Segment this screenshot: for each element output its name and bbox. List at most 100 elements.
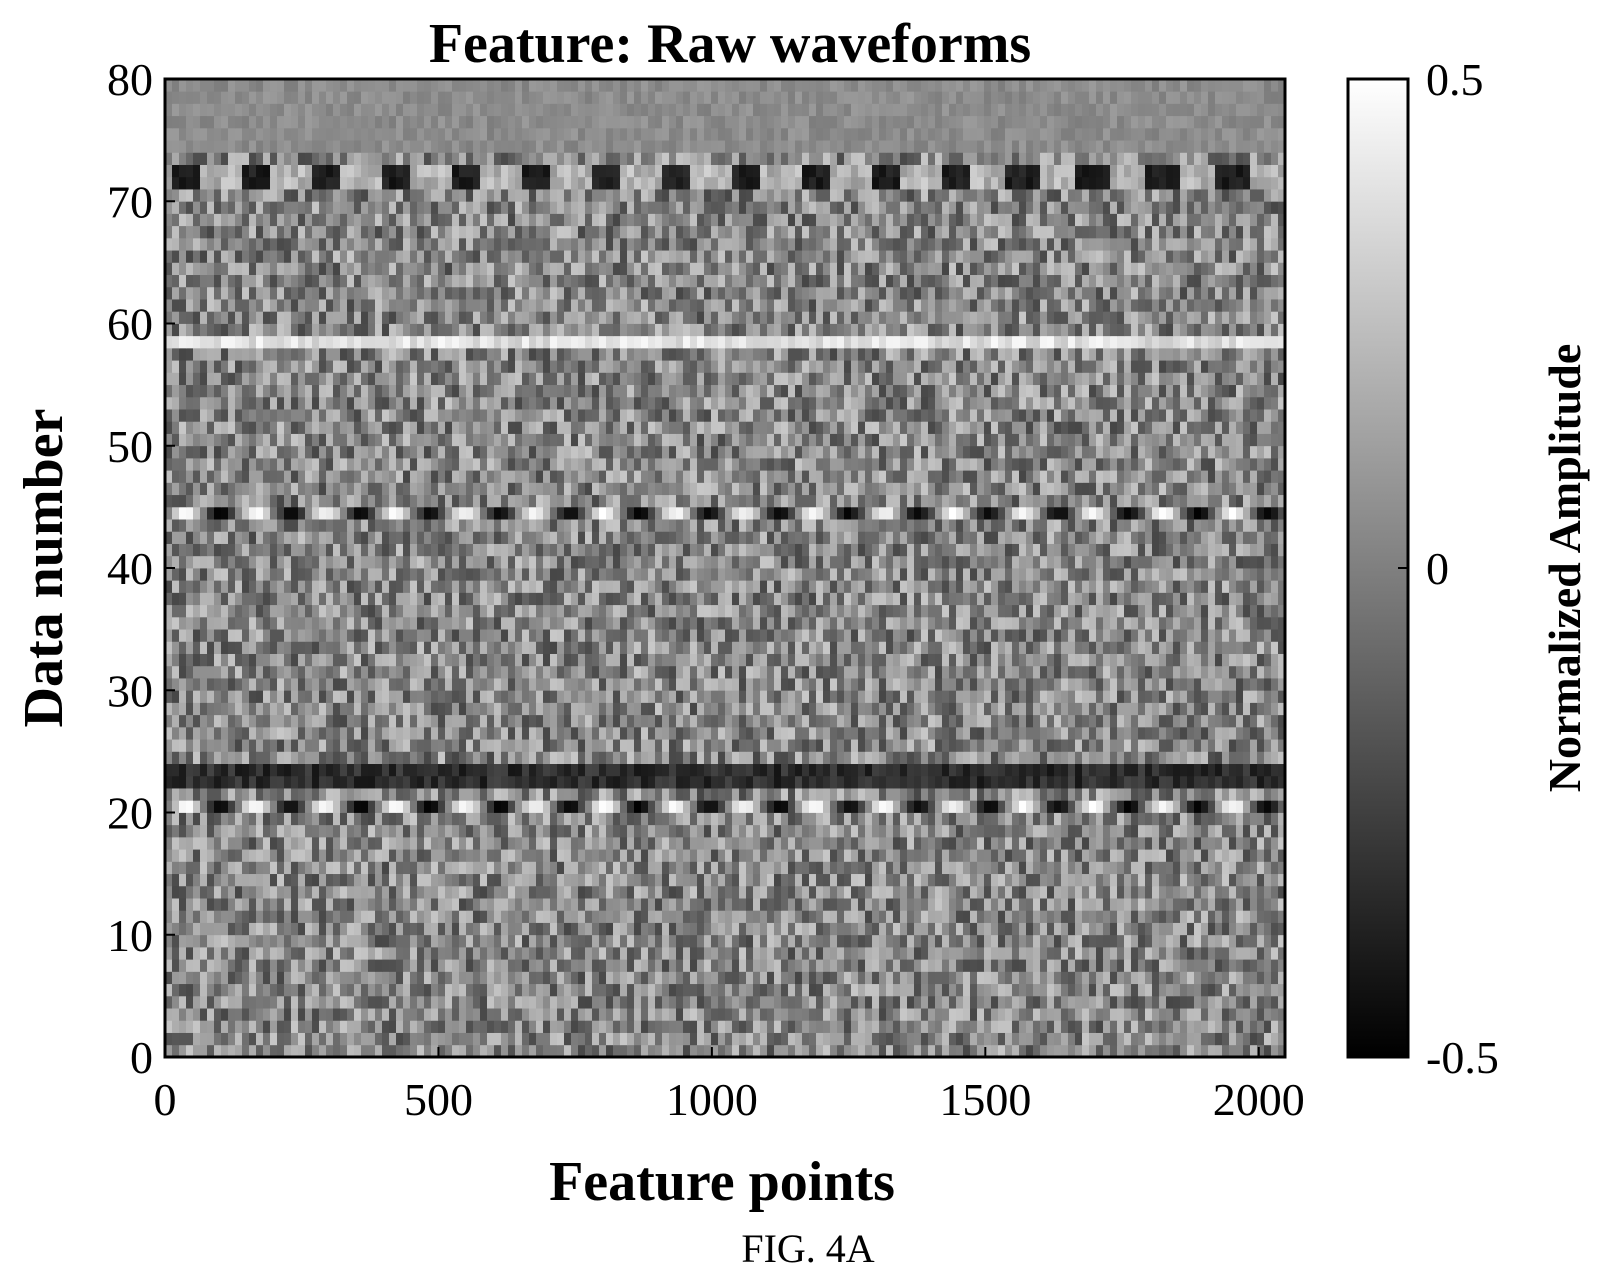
heatmap-cell <box>235 910 243 923</box>
heatmap-cell <box>1054 959 1062 972</box>
heatmap-cell <box>676 800 684 813</box>
heatmap-cell <box>312 885 320 899</box>
heatmap-cell <box>522 824 530 838</box>
heatmap-cell <box>1131 726 1139 740</box>
heatmap-cell <box>347 959 355 972</box>
heatmap-cell <box>249 800 257 813</box>
heatmap-cell <box>515 1008 523 1021</box>
heatmap-cell <box>466 739 474 752</box>
heatmap-cell <box>1271 849 1279 862</box>
heatmap-cell <box>1243 714 1251 728</box>
heatmap-cell <box>291 946 299 960</box>
heatmap-cell <box>1138 971 1146 985</box>
heatmap-cell <box>249 812 257 826</box>
heatmap-cell <box>683 800 691 813</box>
heatmap-cell <box>466 1032 474 1046</box>
heatmap-cell <box>1033 836 1041 850</box>
heatmap-cell <box>753 922 761 936</box>
heatmap-cell <box>417 702 425 716</box>
heatmap-cell <box>634 910 642 923</box>
heatmap-cell <box>627 983 635 997</box>
heatmap-cell <box>1215 739 1223 752</box>
heatmap-cell <box>795 946 803 960</box>
heatmap-cell <box>620 873 628 887</box>
heatmap-cell <box>249 726 257 740</box>
heatmap-cell <box>655 971 663 985</box>
heatmap-cell <box>851 751 859 765</box>
heatmap-cell <box>249 861 257 875</box>
heatmap-cell <box>515 898 523 911</box>
heatmap-cell <box>445 800 453 813</box>
heatmap-cell <box>1103 824 1111 838</box>
heatmap-cell <box>851 934 859 948</box>
heatmap-cell <box>1131 922 1139 936</box>
heatmap-cell <box>718 861 726 875</box>
heatmap-cell <box>774 824 782 838</box>
heatmap-cell <box>389 812 397 826</box>
heatmap-cell <box>256 971 264 985</box>
heatmap-cell <box>347 763 355 777</box>
heatmap-cell <box>1131 702 1139 716</box>
heatmap-cell <box>1180 702 1188 716</box>
heatmap-cell <box>683 678 691 691</box>
heatmap-cell <box>1187 946 1195 960</box>
heatmap-cell <box>844 1020 852 1033</box>
heatmap-cell <box>235 995 243 1009</box>
heatmap-cell <box>536 836 544 850</box>
heatmap-cell <box>284 898 292 911</box>
heatmap-cell <box>1264 898 1272 911</box>
heatmap-cell <box>396 690 404 703</box>
heatmap-cell <box>634 934 642 948</box>
heatmap-cell <box>942 873 950 887</box>
heatmap-cell <box>732 751 740 765</box>
heatmap-cell <box>907 1020 915 1033</box>
heatmap-cell <box>998 898 1006 911</box>
heatmap-cell <box>1208 1032 1216 1046</box>
heatmap-cell <box>179 934 187 948</box>
heatmap-cell <box>1166 849 1174 862</box>
heatmap-cell <box>1278 788 1286 801</box>
heatmap-cell <box>1271 1032 1279 1046</box>
heatmap-cell <box>382 763 390 777</box>
heatmap-cell <box>221 946 229 960</box>
heatmap-cell <box>648 922 656 936</box>
heatmap-cell <box>389 873 397 887</box>
heatmap-cell <box>1033 739 1041 752</box>
heatmap-cell <box>809 690 817 703</box>
heatmap-cell <box>697 1044 705 1058</box>
heatmap-cell <box>494 812 502 826</box>
heatmap-cell <box>508 788 516 801</box>
heatmap-cell <box>382 751 390 765</box>
heatmap-cell <box>459 714 467 728</box>
heatmap-cell <box>900 849 908 862</box>
heatmap-cell <box>515 763 523 777</box>
heatmap-cell <box>683 824 691 838</box>
heatmap-cell <box>452 934 460 948</box>
heatmap-cell <box>809 788 817 801</box>
heatmap-cell <box>970 861 978 875</box>
heatmap-cell <box>823 714 831 728</box>
heatmap-cell <box>998 775 1006 789</box>
heatmap-cell <box>417 812 425 826</box>
heatmap-cell <box>438 959 446 972</box>
heatmap-cell <box>1117 995 1125 1009</box>
heatmap-cell <box>172 751 180 765</box>
heatmap-cell <box>1166 739 1174 752</box>
heatmap-cell <box>1061 714 1069 728</box>
heatmap-cell <box>186 934 194 948</box>
heatmap-cell <box>1194 922 1202 936</box>
heatmap-cell <box>1117 702 1125 716</box>
heatmap-cell <box>641 763 649 777</box>
heatmap-cell <box>718 751 726 765</box>
heatmap-cell <box>1166 922 1174 936</box>
heatmap-cell <box>585 861 593 875</box>
heatmap-cell <box>767 751 775 765</box>
heatmap-cell <box>914 885 922 899</box>
heatmap-cell <box>522 885 530 899</box>
heatmap-cell <box>802 861 810 875</box>
heatmap-cell <box>774 714 782 728</box>
heatmap-cell <box>1012 910 1020 923</box>
heatmap-cell <box>1222 726 1230 740</box>
heatmap-cell <box>452 995 460 1009</box>
heatmap-cell <box>172 763 180 777</box>
